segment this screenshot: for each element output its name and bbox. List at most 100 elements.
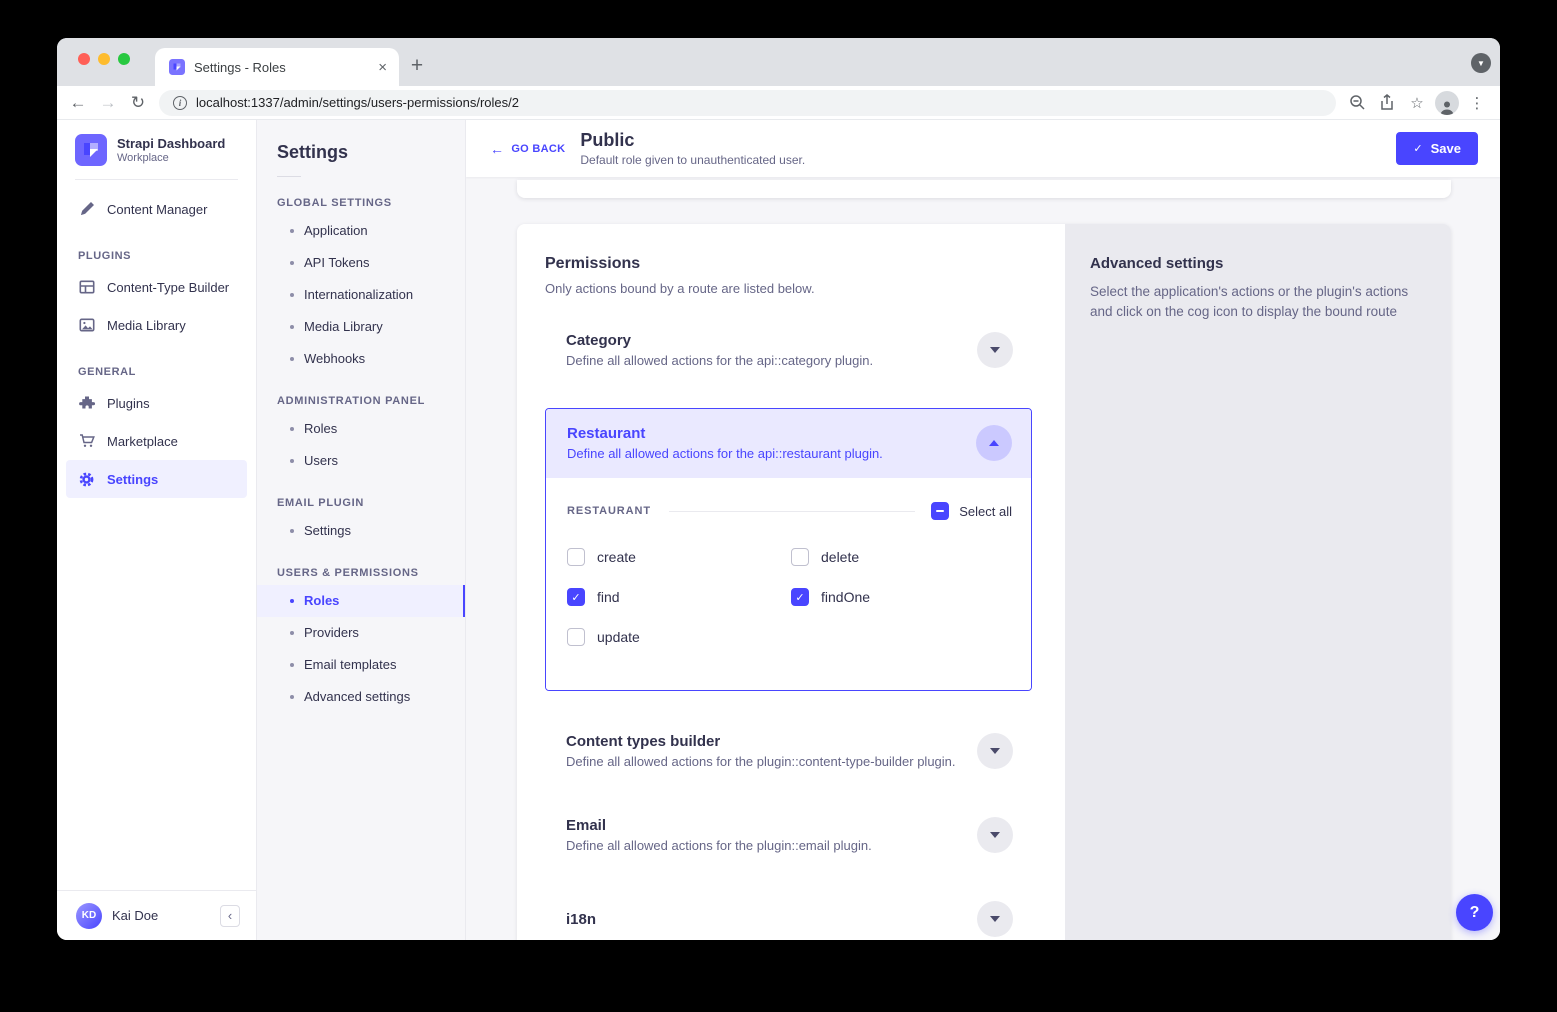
bookmark-star-icon[interactable]: ☆ <box>1410 94 1424 112</box>
subnav-item-media-library[interactable]: Media Library <box>257 311 465 343</box>
accordion-email[interactable]: Email Define all allowed actions for the… <box>545 809 1032 861</box>
accordion-description: Define all allowed actions for the plugi… <box>566 838 872 853</box>
action-delete[interactable]: ✓ delete <box>791 548 1012 566</box>
bullet-icon <box>290 529 294 533</box>
subnav-item-up-roles[interactable]: Roles <box>257 585 465 617</box>
go-back-link[interactable]: ← GO BACK <box>490 140 566 157</box>
forward-button[interactable]: → <box>99 92 117 112</box>
expand-i18n-button[interactable] <box>977 901 1013 937</box>
sidebar-item-plugins[interactable]: Plugins <box>66 384 247 422</box>
select-all-control[interactable]: Select all <box>931 502 1012 520</box>
workspace-name: Strapi Dashboard <box>117 136 226 151</box>
user-avatar[interactable]: KD <box>76 902 102 929</box>
page-subtitle: Default role given to unauthenticated us… <box>580 153 806 167</box>
close-tab-icon[interactable]: × <box>378 58 387 76</box>
page-header: ← GO BACK Public Default role given to u… <box>466 120 1500 177</box>
sidebar-user-row: KD Kai Doe ‹ <box>57 890 256 940</box>
sidebar-item-settings[interactable]: Settings <box>66 460 247 498</box>
browser-profile-avatar[interactable] <box>1435 90 1459 115</box>
sidebar-item-media-library[interactable]: Media Library <box>66 306 247 344</box>
subnav-divider <box>277 176 301 177</box>
chevron-down-icon <box>990 347 1000 353</box>
subnav-item-internationalization[interactable]: Internationalization <box>257 279 465 311</box>
browser-tab[interactable]: Settings - Roles × <box>155 48 399 86</box>
checkbox-find[interactable]: ✓ <box>567 588 585 606</box>
sidebar-item-label: Content-Type Builder <box>107 279 230 295</box>
accordion-category[interactable]: Category Define all allowed actions for … <box>545 324 1032 376</box>
accordion-title: Category <box>566 332 632 349</box>
tab-search-chevron-icon[interactable]: ▼ <box>1471 53 1491 73</box>
close-window-button[interactable] <box>78 53 90 65</box>
checkbox-create[interactable]: ✓ <box>567 548 585 566</box>
checkbox-findOne[interactable]: ✓ <box>791 588 809 606</box>
accordion-restaurant-header[interactable]: Restaurant Define all allowed actions fo… <box>546 409 1031 478</box>
sidebar-item-content-manager[interactable]: Content Manager <box>66 190 247 228</box>
checkbox-delete[interactable]: ✓ <box>791 548 809 566</box>
subnav-group-global-settings: GLOBAL SETTINGS Application API Tokens I… <box>257 191 465 375</box>
subnav-item-email-templates[interactable]: Email templates <box>257 649 465 681</box>
browser-tab-strip: Settings - Roles × + ▼ <box>57 38 1500 86</box>
workspace-brand[interactable]: Strapi Dashboard Workplace <box>57 120 256 179</box>
expand-email-button[interactable] <box>977 817 1013 853</box>
expand-content-types-builder-button[interactable] <box>977 733 1013 769</box>
accordion-title: Content types builder <box>566 733 721 750</box>
subnav-item-admin-roles[interactable]: Roles <box>257 413 465 445</box>
permissions-title: Permissions <box>545 255 641 272</box>
action-update[interactable]: ✓ update <box>567 628 791 646</box>
site-info-icon[interactable]: i <box>173 95 187 110</box>
browser-window: Settings - Roles × + ▼ ← → ↻ i localhost… <box>57 38 1500 940</box>
subnav-group-email-plugin: EMAIL PLUGIN Settings <box>257 491 465 547</box>
pencil-icon <box>78 201 95 218</box>
chevron-down-icon <box>990 832 1000 838</box>
subnav-group-label: GLOBAL SETTINGS <box>277 197 392 209</box>
share-icon[interactable] <box>1372 89 1402 117</box>
zoom-window-button[interactable] <box>118 53 130 65</box>
zoom-out-icon[interactable] <box>1342 89 1372 117</box>
accordion-i18n[interactable]: i18n <box>545 893 1032 940</box>
subnav-item-application[interactable]: Application <box>257 215 465 247</box>
accordion-restaurant-body: RESTAURANT Select all ✓ <box>546 478 1031 690</box>
save-button[interactable]: ✓ Save <box>1396 132 1478 165</box>
new-tab-button[interactable]: + <box>410 54 424 77</box>
collapse-restaurant-button[interactable] <box>976 425 1012 461</box>
sidebar-item-marketplace[interactable]: Marketplace <box>66 422 247 460</box>
select-all-checkbox[interactable] <box>931 502 950 520</box>
subnav-item-providers[interactable]: Providers <box>257 617 465 649</box>
help-button[interactable]: ? <box>1456 894 1493 931</box>
expand-category-button[interactable] <box>977 332 1013 368</box>
subnav-item-email-settings[interactable]: Settings <box>257 515 465 547</box>
minimize-window-button[interactable] <box>98 53 110 65</box>
gear-icon <box>78 471 95 488</box>
collapse-sidebar-button[interactable]: ‹ <box>220 904 240 927</box>
back-button[interactable]: ← <box>69 92 87 112</box>
subnav-item-admin-users[interactable]: Users <box>257 445 465 477</box>
settings-subnav: Settings GLOBAL SETTINGS Application API… <box>257 120 466 940</box>
url-bar[interactable]: i localhost:1337/admin/settings/users-pe… <box>159 89 1336 116</box>
action-find[interactable]: ✓ find <box>567 588 791 606</box>
scroll-area[interactable]: Permissions Only actions bound by a rout… <box>466 177 1500 940</box>
role-details-card-bottom <box>517 180 1451 198</box>
chevron-up-icon <box>989 440 999 446</box>
subnav-item-webhooks[interactable]: Webhooks <box>257 343 465 375</box>
subnav-item-api-tokens[interactable]: API Tokens <box>257 247 465 279</box>
accordion-content-types-builder[interactable]: Content types builder Define all allowed… <box>545 725 1032 777</box>
permissions-panels: Permissions Only actions bound by a rout… <box>517 224 1451 940</box>
accordion-description: Define all allowed actions for the api::… <box>566 353 874 368</box>
sidebar-item-content-type-builder[interactable]: Content-Type Builder <box>66 268 247 306</box>
page-title: Public <box>580 130 635 150</box>
accordion-description: Define all allowed actions for the plugi… <box>566 754 956 769</box>
bullet-icon <box>290 325 294 329</box>
sidebar-item-label: Content Manager <box>107 201 208 217</box>
accordion-title: i18n <box>566 910 597 928</box>
actions-grid: ✓ create ✓ delete ✓ find <box>567 548 1012 646</box>
bullet-icon <box>290 229 294 233</box>
browser-menu-icon[interactable]: ⋮ <box>1469 94 1485 112</box>
checkbox-update[interactable]: ✓ <box>567 628 585 646</box>
bullet-icon <box>290 599 294 603</box>
subnav-item-advanced-settings[interactable]: Advanced settings <box>257 681 465 713</box>
action-findOne[interactable]: ✓ findOne <box>791 588 1012 606</box>
permissions-subtitle: Only actions bound by a route are listed… <box>545 281 815 296</box>
reload-button[interactable]: ↻ <box>130 92 146 112</box>
action-create[interactable]: ✓ create <box>567 548 791 566</box>
accordion-restaurant: Restaurant Define all allowed actions fo… <box>545 408 1032 691</box>
